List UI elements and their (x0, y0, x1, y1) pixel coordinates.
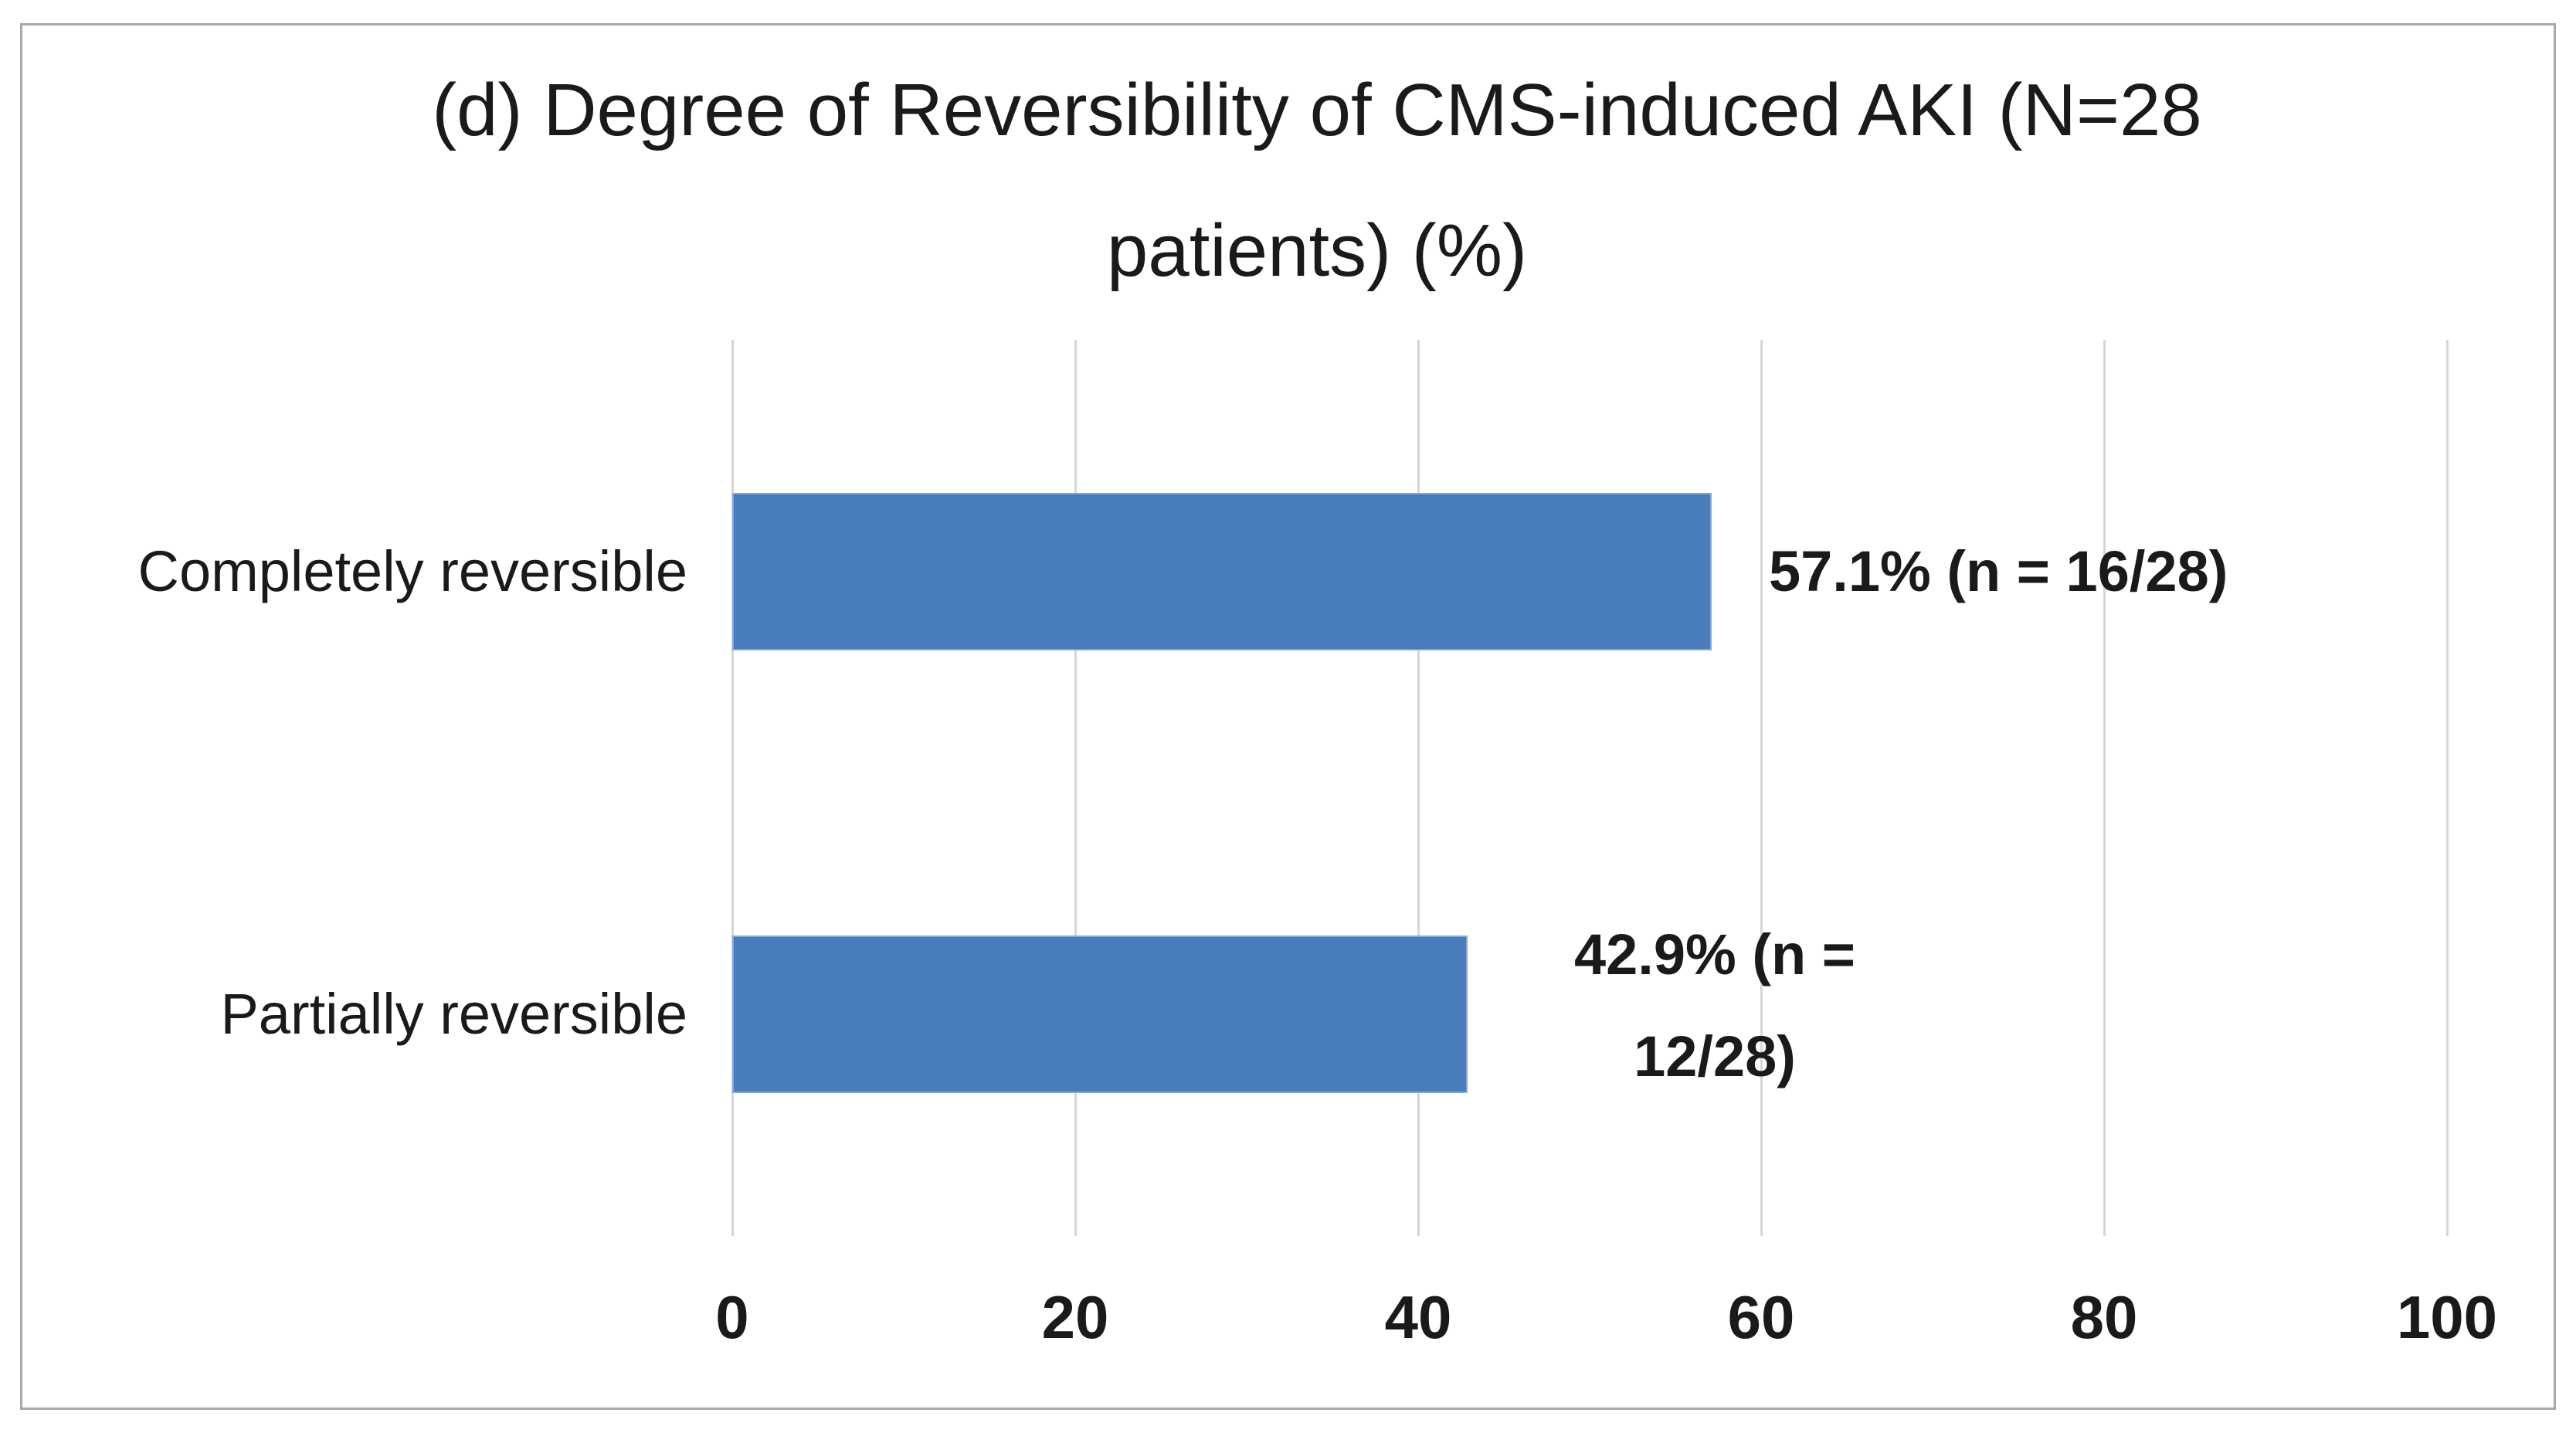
data-label-line: 57.1% (n = 16/28) (1769, 539, 2228, 603)
x-tick-label: 20 (1041, 1283, 1109, 1351)
x-tick-label: 100 (2396, 1283, 2498, 1351)
category-label: Completely reversible (137, 539, 688, 603)
chart-title-line: (d) Degree of Reversibility of CMS-induc… (432, 69, 2202, 151)
gridline (1417, 340, 1420, 1236)
gridline (2446, 340, 2449, 1236)
x-tick-label: 40 (1384, 1283, 1452, 1351)
data-label: 57.1% (n = 16/28) (1769, 521, 2228, 622)
gridline (1760, 340, 1763, 1236)
category-label: Partially reversible (220, 982, 687, 1046)
bar-completely-reversible (732, 493, 1712, 650)
x-tick-label: 80 (2070, 1283, 2138, 1351)
gridline (2103, 340, 2106, 1236)
data-label-line: 42.9% (n = (1573, 922, 1855, 986)
chart-title-line: patients) (%) (1106, 209, 1528, 292)
bar-partially-reversible (732, 936, 1468, 1093)
data-label-line: 12/28) (1634, 1024, 1796, 1088)
gridline (1074, 340, 1077, 1236)
chart-frame-border (20, 23, 2556, 1410)
chart-title: (d) Degree of Reversibility of CMS-induc… (371, 40, 2263, 321)
x-tick-label: 60 (1727, 1283, 1795, 1351)
gridline (731, 340, 734, 1236)
data-label: 42.9% (n = 12/28) (1251, 904, 2178, 1108)
x-tick-label: 0 (715, 1283, 749, 1351)
